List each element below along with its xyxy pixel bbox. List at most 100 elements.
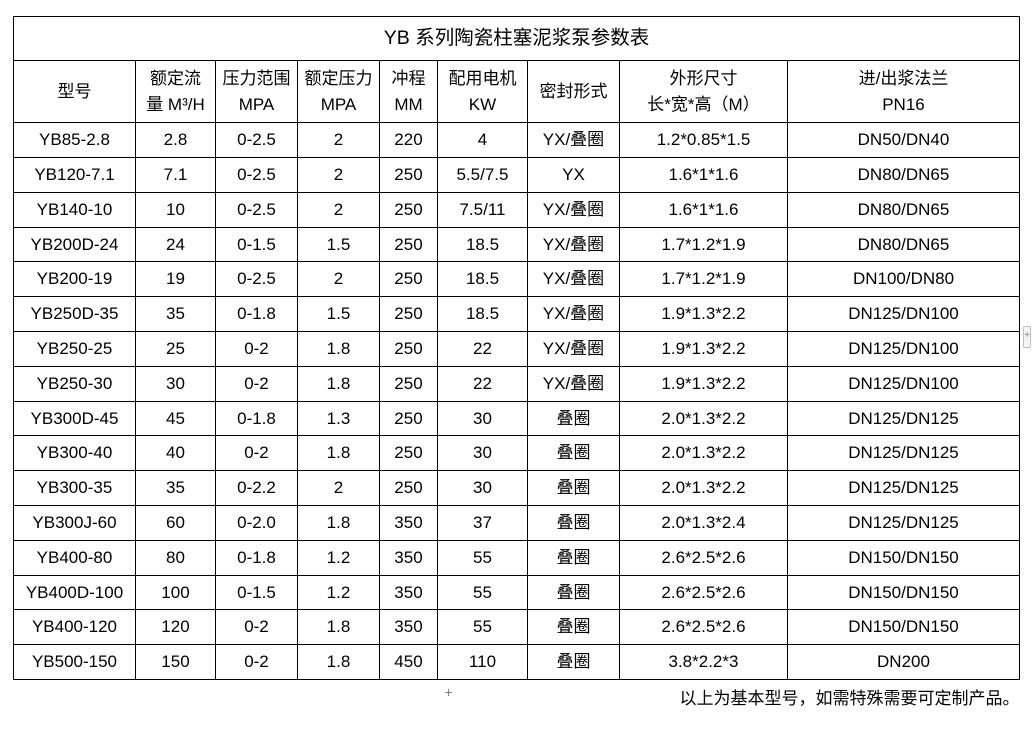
- cell-10-6: 叠圈: [527, 471, 619, 506]
- cell-9-4: 250: [379, 436, 437, 471]
- table-row: YB400-80800-1.81.235055叠圈2.6*2.5*2.6DN15…: [13, 540, 1019, 575]
- column-header-1: 额定流量 M³/H: [135, 61, 215, 123]
- column-header-7: 外形尺寸长*宽*高（M）: [619, 61, 787, 123]
- cell-0-3: 2: [297, 123, 379, 158]
- cell-10-5: 30: [437, 471, 527, 506]
- cell-3-5: 18.5: [437, 227, 527, 262]
- column-header-5: 配用电机KW: [437, 61, 527, 123]
- cell-0-6: YX/叠圈: [527, 123, 619, 158]
- cell-2-3: 2: [297, 192, 379, 227]
- table-row: YB85-2.82.80-2.522204YX/叠圈1.2*0.85*1.5DN…: [13, 123, 1019, 158]
- cell-15-4: 450: [379, 645, 437, 680]
- cell-1-0: YB120-7.1: [13, 158, 135, 193]
- cell-12-7: 2.6*2.5*2.6: [619, 540, 787, 575]
- table-title: YB 系列陶瓷柱塞泥浆泵参数表: [13, 17, 1019, 61]
- column-header-4: 冲程MM: [379, 61, 437, 123]
- table-row: YB250-25250-21.825022YX/叠圈1.9*1.3*2.2DN1…: [13, 332, 1019, 367]
- cell-7-4: 250: [379, 366, 437, 401]
- cell-2-6: YX/叠圈: [527, 192, 619, 227]
- cell-15-6: 叠圈: [527, 645, 619, 680]
- table-row: YB400-1201200-21.835055叠圈2.6*2.5*2.6DN15…: [13, 610, 1019, 645]
- cell-7-1: 30: [135, 366, 215, 401]
- cell-1-2: 0-2.5: [215, 158, 297, 193]
- cell-3-8: DN80/DN65: [787, 227, 1019, 262]
- cell-6-3: 1.8: [297, 332, 379, 367]
- cell-4-7: 1.7*1.2*1.9: [619, 262, 787, 297]
- cell-13-0: YB400D-100: [13, 575, 135, 610]
- table-row: YB300J-60600-2.01.835037叠圈2.0*1.3*2.4DN1…: [13, 506, 1019, 541]
- cell-4-3: 2: [297, 262, 379, 297]
- cell-7-3: 1.8: [297, 366, 379, 401]
- cell-7-2: 0-2: [215, 366, 297, 401]
- cell-7-8: DN125/DN100: [787, 366, 1019, 401]
- cell-14-0: YB400-120: [13, 610, 135, 645]
- cell-3-3: 1.5: [297, 227, 379, 262]
- cell-14-6: 叠圈: [527, 610, 619, 645]
- column-header-6: 密封形式: [527, 61, 619, 123]
- table-row: YB200-19190-2.5225018.5YX/叠圈1.7*1.2*1.9D…: [13, 262, 1019, 297]
- table-row: YB300D-45450-1.81.325030叠圈2.0*1.3*2.2DN1…: [13, 401, 1019, 436]
- cell-15-2: 0-2: [215, 645, 297, 680]
- cell-3-2: 0-1.5: [215, 227, 297, 262]
- cell-5-5: 18.5: [437, 297, 527, 332]
- cell-6-1: 25: [135, 332, 215, 367]
- cell-1-4: 250: [379, 158, 437, 193]
- table-row: YB140-10100-2.522507.5/11YX/叠圈1.6*1*1.6D…: [13, 192, 1019, 227]
- cell-9-0: YB300-40: [13, 436, 135, 471]
- cell-14-8: DN150/DN150: [787, 610, 1019, 645]
- cell-3-4: 250: [379, 227, 437, 262]
- cell-3-7: 1.7*1.2*1.9: [619, 227, 787, 262]
- cell-15-7: 3.8*2.2*3: [619, 645, 787, 680]
- cell-1-5: 5.5/7.5: [437, 158, 527, 193]
- footer-crop-marker: +: [445, 684, 453, 700]
- table-row: YB120-7.17.10-2.522505.5/7.5YX1.6*1*1.6D…: [13, 158, 1019, 193]
- cell-2-7: 1.6*1*1.6: [619, 192, 787, 227]
- cell-5-8: DN125/DN100: [787, 297, 1019, 332]
- cell-14-4: 350: [379, 610, 437, 645]
- cell-13-2: 0-1.5: [215, 575, 297, 610]
- table-row: YB300-35350-2.2225030叠圈2.0*1.3*2.2DN125/…: [13, 471, 1019, 506]
- cell-10-3: 2: [297, 471, 379, 506]
- cell-12-3: 1.2: [297, 540, 379, 575]
- table-row: YB400D-1001000-1.51.235055叠圈2.6*2.5*2.6D…: [13, 575, 1019, 610]
- cell-11-1: 60: [135, 506, 215, 541]
- cell-12-6: 叠圈: [527, 540, 619, 575]
- cell-15-5: 110: [437, 645, 527, 680]
- cell-4-1: 19: [135, 262, 215, 297]
- cell-0-7: 1.2*0.85*1.5: [619, 123, 787, 158]
- cell-8-2: 0-1.8: [215, 401, 297, 436]
- cell-12-1: 80: [135, 540, 215, 575]
- cell-14-1: 120: [135, 610, 215, 645]
- cell-0-1: 2.8: [135, 123, 215, 158]
- cell-9-3: 1.8: [297, 436, 379, 471]
- cell-10-8: DN125/DN125: [787, 471, 1019, 506]
- cell-11-6: 叠圈: [527, 506, 619, 541]
- column-header-8: 进/出浆法兰PN16: [787, 61, 1019, 123]
- cell-13-6: 叠圈: [527, 575, 619, 610]
- cell-11-2: 0-2.0: [215, 506, 297, 541]
- parameter-table: YB 系列陶瓷柱塞泥浆泵参数表 型号额定流量 M³/H压力范围MPA额定压力MP…: [13, 16, 1020, 680]
- cell-8-7: 2.0*1.3*2.2: [619, 401, 787, 436]
- cell-4-6: YX/叠圈: [527, 262, 619, 297]
- cell-5-0: YB250D-35: [13, 297, 135, 332]
- cell-6-8: DN125/DN100: [787, 332, 1019, 367]
- cell-3-0: YB200D-24: [13, 227, 135, 262]
- cell-12-2: 0-1.8: [215, 540, 297, 575]
- cell-4-5: 18.5: [437, 262, 527, 297]
- cell-10-2: 0-2.2: [215, 471, 297, 506]
- cell-9-6: 叠圈: [527, 436, 619, 471]
- cell-4-2: 0-2.5: [215, 262, 297, 297]
- cell-13-7: 2.6*2.5*2.6: [619, 575, 787, 610]
- cell-15-3: 1.8: [297, 645, 379, 680]
- cell-8-4: 250: [379, 401, 437, 436]
- cell-0-4: 220: [379, 123, 437, 158]
- cell-15-1: 150: [135, 645, 215, 680]
- cell-13-8: DN150/DN150: [787, 575, 1019, 610]
- cell-8-5: 30: [437, 401, 527, 436]
- footer-note: 以上为基本型号，如需特殊需要可定制产品。: [14, 684, 1020, 709]
- cell-2-5: 7.5/11: [437, 192, 527, 227]
- cell-4-0: YB200-19: [13, 262, 135, 297]
- cell-14-5: 55: [437, 610, 527, 645]
- cell-14-2: 0-2: [215, 610, 297, 645]
- cell-8-6: 叠圈: [527, 401, 619, 436]
